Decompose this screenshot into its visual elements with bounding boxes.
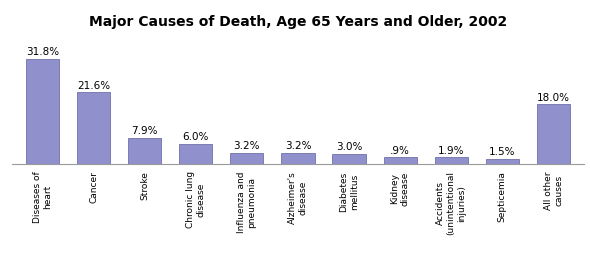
Title: Major Causes of Death, Age 65 Years and Older, 2002: Major Causes of Death, Age 65 Years and … bbox=[89, 15, 507, 29]
Bar bbox=[230, 153, 264, 164]
Bar bbox=[77, 92, 110, 164]
Bar bbox=[384, 157, 417, 164]
Text: 7.9%: 7.9% bbox=[132, 126, 158, 136]
Bar bbox=[26, 59, 59, 164]
Text: 3.2%: 3.2% bbox=[285, 142, 311, 152]
Bar bbox=[537, 104, 570, 164]
Text: 6.0%: 6.0% bbox=[182, 132, 209, 142]
Text: 1.9%: 1.9% bbox=[438, 146, 464, 156]
Bar bbox=[332, 154, 366, 164]
Bar bbox=[179, 144, 212, 164]
Bar bbox=[128, 138, 161, 164]
Text: .9%: .9% bbox=[390, 146, 410, 156]
Text: 31.8%: 31.8% bbox=[26, 47, 59, 57]
Text: 1.5%: 1.5% bbox=[489, 147, 516, 157]
Bar bbox=[435, 157, 468, 164]
Bar bbox=[281, 153, 314, 164]
Text: 3.0%: 3.0% bbox=[336, 142, 362, 152]
Text: 18.0%: 18.0% bbox=[537, 93, 570, 103]
Text: 21.6%: 21.6% bbox=[77, 81, 110, 91]
Text: 3.2%: 3.2% bbox=[234, 142, 260, 152]
Bar bbox=[486, 159, 519, 164]
